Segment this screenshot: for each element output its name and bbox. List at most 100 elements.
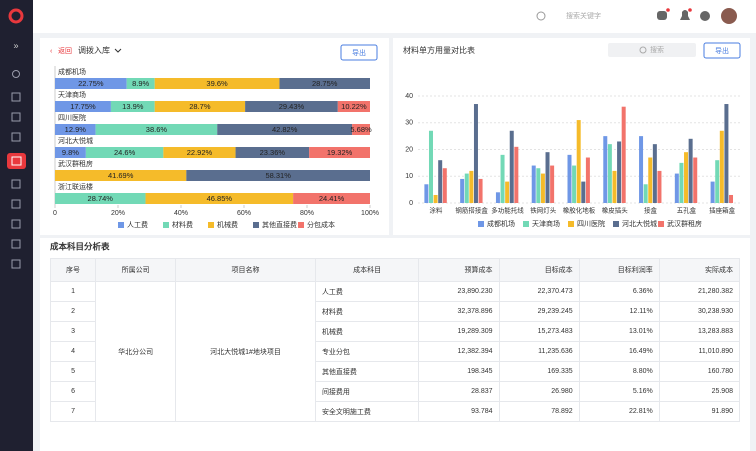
bar — [424, 184, 429, 203]
table-row: 7 安全文明施工费 93.784 78.892 22.81% 91.890 — [49, 401, 741, 422]
bar — [567, 154, 572, 203]
x-tick-label: 80% — [300, 210, 314, 217]
bar-segment — [235, 147, 310, 158]
nav-icon[interactable] — [11, 156, 22, 166]
bar — [581, 181, 586, 203]
bar — [693, 157, 698, 203]
value-label: 22.92% — [187, 148, 213, 157]
bar-segment — [337, 101, 370, 112]
table-cell: 12,382.394 — [418, 341, 500, 362]
nav-active[interactable] — [7, 153, 26, 169]
y-tick-label: 10 — [405, 173, 413, 180]
nav-icon[interactable] — [11, 112, 21, 122]
legend-swatch — [163, 222, 169, 228]
x-tick-label: 铁网灯头 — [530, 206, 557, 215]
bar-segment — [293, 193, 370, 204]
settings-icon[interactable] — [700, 11, 710, 21]
bar — [438, 160, 443, 203]
bell-icon[interactable] — [680, 10, 690, 20]
column-header: 预算成本 — [418, 258, 500, 282]
header-search[interactable]: 搜索关键字 — [566, 11, 601, 20]
bar — [648, 157, 653, 203]
value-label: 28.75% — [312, 79, 338, 88]
back-link[interactable]: 返回 — [58, 47, 72, 55]
table-cell: 28.837 — [418, 381, 500, 402]
bar-segment — [55, 124, 96, 135]
column-header: 项目名称 — [175, 258, 316, 282]
y-tick-label: 30 — [405, 120, 413, 127]
bar — [679, 162, 684, 203]
x-tick-label: 60% — [237, 210, 251, 217]
table-cell: 人工费 — [314, 281, 420, 302]
x-tick-label: 五孔盒 — [677, 206, 697, 215]
table-row: 6 间接费用 28.837 26.980 5.16% 25.908 — [49, 381, 741, 402]
card — [40, 38, 389, 235]
x-tick-label: 橡皮插头 — [602, 206, 629, 215]
legend-label: 天津商场 — [532, 219, 560, 228]
bar — [612, 170, 617, 203]
column-header: 目标成本 — [498, 258, 580, 282]
nav-icon[interactable] — [11, 239, 21, 249]
nav-icon[interactable] — [11, 92, 21, 102]
selector[interactable]: 调拨入库 — [78, 45, 110, 55]
export-button[interactable] — [703, 42, 741, 59]
table-cell: 21,280.382 — [658, 281, 741, 302]
search-icon[interactable] — [639, 46, 647, 54]
legend-label: 人工费 — [127, 220, 148, 229]
export-button[interactable] — [340, 44, 378, 61]
message-icon[interactable] — [657, 11, 667, 20]
bar-segment — [217, 124, 353, 135]
nav-icon[interactable] — [11, 219, 21, 229]
column-header: 实际成本 — [658, 258, 741, 282]
nav-icon[interactable] — [11, 179, 21, 189]
search-icon[interactable] — [536, 11, 546, 21]
bar — [572, 165, 577, 203]
table-cell: 16.49% — [578, 341, 660, 362]
table-cell: 2 — [49, 301, 97, 322]
bar-segment — [352, 124, 370, 135]
table-cell: 8.80% — [578, 361, 660, 382]
bar — [550, 165, 555, 203]
table-cell: 13.01% — [578, 321, 660, 342]
badge — [688, 8, 692, 12]
bar — [621, 106, 626, 203]
bar — [495, 192, 500, 203]
value-label: 39.6% — [206, 79, 228, 88]
bar — [688, 138, 693, 203]
export-button-label[interactable]: 导出 — [715, 46, 729, 55]
bar — [478, 178, 483, 203]
table-cell: 6.36% — [578, 281, 660, 302]
collapse-icon[interactable]: » — [13, 40, 18, 50]
bar — [473, 104, 478, 203]
x-tick-label: 钢筋搭接盒 — [455, 206, 488, 215]
company-cell: 华北分公司 — [95, 281, 177, 422]
dropdown-arrow[interactable] — [114, 48, 122, 53]
category-label: 浙江联运楼 — [58, 182, 93, 191]
nav-icon[interactable] — [11, 132, 21, 142]
export-button-label[interactable]: 导出 — [352, 48, 366, 57]
nav-icon[interactable] — [12, 70, 20, 78]
table-row: 4 专业分包 12,382.394 11,235.636 16.49% 11,010.89… — [49, 341, 741, 362]
nav-icon[interactable] — [11, 259, 21, 269]
search-placeholder[interactable]: 搜索 — [650, 45, 664, 54]
bar-segment — [279, 78, 370, 89]
table-cell: 专业分包 — [314, 341, 420, 362]
table-cell: 26.980 — [498, 381, 580, 402]
avatar[interactable] — [721, 8, 737, 24]
bar-segment — [245, 101, 338, 112]
bar-segment — [55, 193, 146, 204]
x-tick-label: 插座箱盒 — [709, 206, 736, 215]
table-cell: 间接费用 — [314, 381, 420, 402]
back-link[interactable]: ‹ — [50, 48, 53, 55]
bar-segment — [186, 170, 370, 181]
search-box[interactable] — [608, 43, 696, 57]
nav-icon[interactable] — [11, 199, 21, 209]
legend-label: 分包成本 — [307, 220, 335, 229]
x-tick-label: 接盒 — [644, 206, 658, 215]
x-tick-label: 100% — [361, 210, 379, 217]
bar — [540, 173, 545, 203]
table-cell: 23,890.230 — [418, 281, 500, 302]
bar-segment — [95, 124, 218, 135]
bar-segment — [154, 101, 246, 112]
bar — [545, 152, 550, 203]
